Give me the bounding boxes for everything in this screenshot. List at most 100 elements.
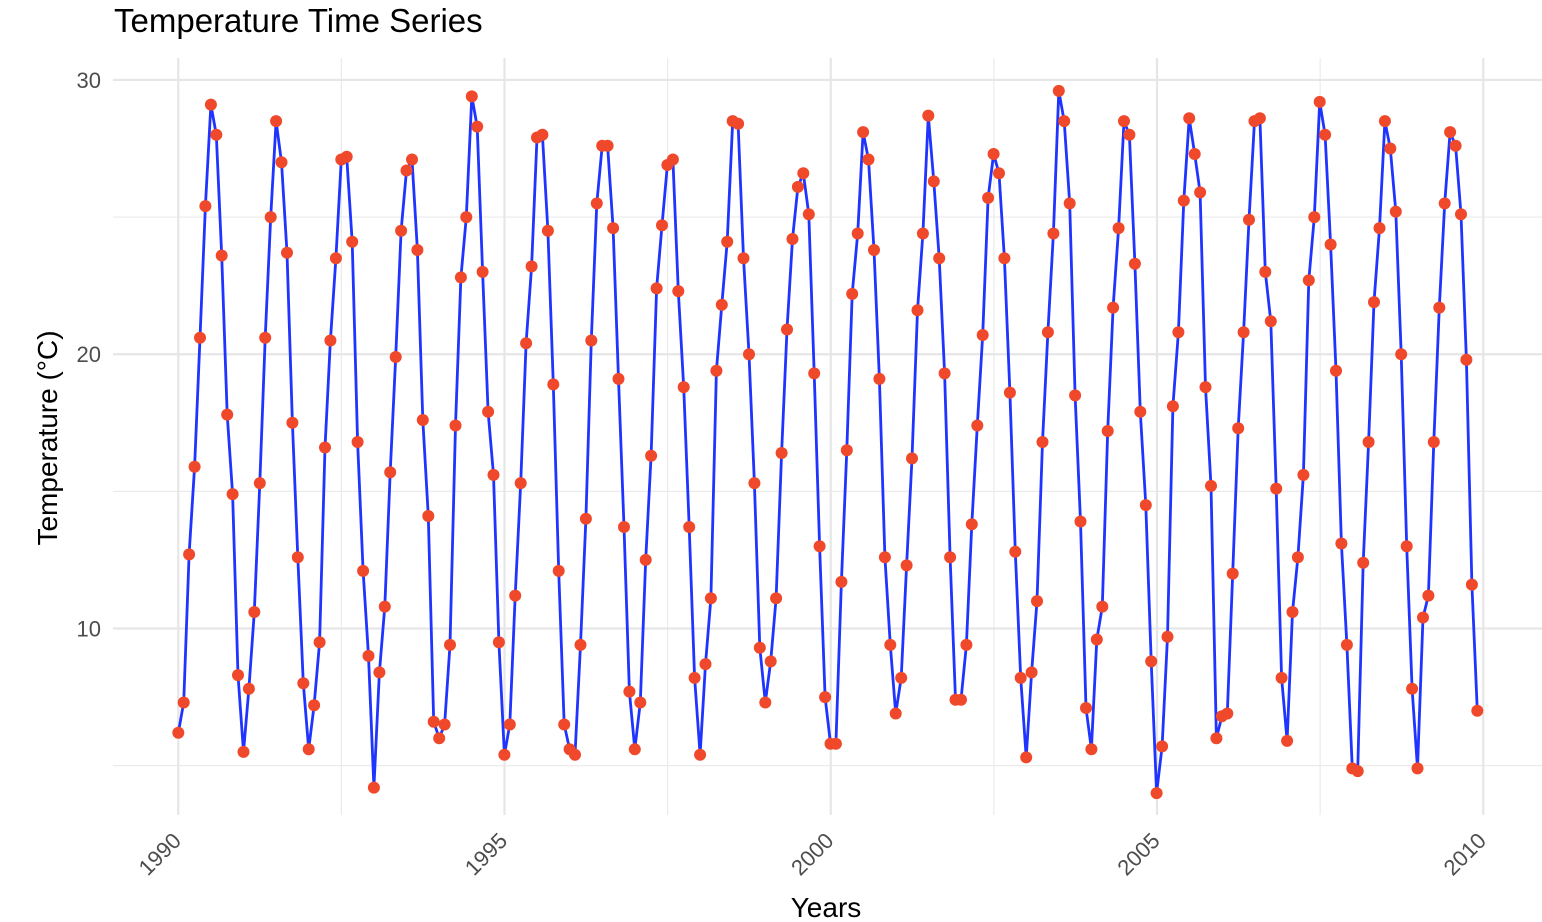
data-point xyxy=(221,408,234,421)
data-point xyxy=(851,227,864,240)
data-point xyxy=(960,638,973,651)
data-point xyxy=(1128,257,1141,270)
data-point xyxy=(487,468,500,481)
data-point xyxy=(1286,606,1299,618)
data-point xyxy=(1449,139,1462,152)
data-point xyxy=(242,682,255,695)
data-point xyxy=(721,235,734,248)
data-point xyxy=(634,696,647,709)
data-point xyxy=(590,197,603,210)
data-point xyxy=(900,559,913,572)
data-point xyxy=(1460,353,1473,366)
data-point xyxy=(656,219,668,232)
data-point xyxy=(694,748,707,761)
data-point xyxy=(813,540,826,553)
data-point xyxy=(976,329,989,341)
data-point xyxy=(569,748,581,761)
data-point xyxy=(1378,115,1391,128)
data-point xyxy=(933,252,946,265)
data-point xyxy=(1324,238,1337,251)
data-point xyxy=(444,638,456,651)
data-point xyxy=(1389,205,1402,218)
data-point xyxy=(1134,405,1147,418)
data-point xyxy=(188,460,201,473)
data-point xyxy=(177,696,190,709)
data-point xyxy=(1041,326,1054,339)
data-point xyxy=(210,128,223,141)
data-point xyxy=(1406,682,1419,695)
data-point xyxy=(857,126,870,139)
data-point xyxy=(1395,348,1408,361)
data-point xyxy=(340,150,353,163)
data-point xyxy=(1145,655,1158,668)
data-point xyxy=(302,743,315,756)
data-point xyxy=(781,323,793,336)
data-point xyxy=(1107,301,1120,314)
data-point xyxy=(215,249,228,262)
data-point xyxy=(1058,115,1071,128)
data-point xyxy=(916,227,929,240)
data-point xyxy=(319,441,331,454)
data-point xyxy=(1074,515,1087,528)
data-point xyxy=(835,575,848,588)
data-point xyxy=(574,638,587,651)
data-point xyxy=(373,666,386,679)
data-point xyxy=(471,120,484,133)
data-point xyxy=(1199,381,1212,394)
data-point xyxy=(819,691,832,704)
data-point xyxy=(194,331,206,344)
chart-title: Temperature Time Series xyxy=(114,2,483,39)
data-point xyxy=(1417,611,1429,624)
data-point xyxy=(585,334,598,347)
data-point xyxy=(873,372,886,385)
data-point xyxy=(715,298,728,311)
data-point xyxy=(1085,743,1098,756)
data-point xyxy=(509,589,522,602)
data-point xyxy=(460,211,473,224)
data-point xyxy=(204,98,217,111)
data-point xyxy=(449,419,462,432)
data-point xyxy=(1232,422,1245,435)
data-point xyxy=(1080,702,1092,714)
data-point xyxy=(938,367,951,380)
data-point xyxy=(237,745,250,758)
data-point xyxy=(547,378,560,391)
x-tick-label: 2000 xyxy=(786,828,838,880)
data-point xyxy=(982,191,995,204)
data-point xyxy=(829,737,842,750)
data-point xyxy=(536,128,549,141)
data-point xyxy=(1313,95,1326,108)
data-point xyxy=(1411,762,1424,775)
data-point xyxy=(895,671,908,684)
data-point xyxy=(579,512,592,525)
data-point xyxy=(1183,112,1196,125)
data-point xyxy=(802,208,815,221)
data-point xyxy=(1003,386,1016,399)
data-point xyxy=(764,655,777,668)
data-point xyxy=(1150,787,1163,800)
data-point xyxy=(639,553,652,566)
data-point xyxy=(1400,540,1413,553)
data-point xyxy=(1340,638,1353,651)
data-point xyxy=(1139,499,1152,512)
data-point xyxy=(922,109,935,122)
data-point xyxy=(1308,211,1321,224)
data-point xyxy=(286,416,299,429)
data-point xyxy=(955,693,967,706)
data-point xyxy=(558,718,571,731)
data-point xyxy=(498,748,511,761)
series-line-group xyxy=(176,89,1479,795)
data-point xyxy=(1161,630,1174,643)
data-point xyxy=(672,285,685,298)
data-point xyxy=(406,153,418,166)
data-point xyxy=(1031,595,1043,608)
data-point xyxy=(291,551,304,564)
data-point xyxy=(1020,751,1033,764)
data-point xyxy=(1264,315,1277,328)
data-point xyxy=(248,606,261,618)
data-point xyxy=(422,510,435,522)
data-point xyxy=(1166,400,1179,413)
data-point xyxy=(1063,197,1076,210)
data-point xyxy=(683,521,696,533)
data-point xyxy=(704,592,717,605)
